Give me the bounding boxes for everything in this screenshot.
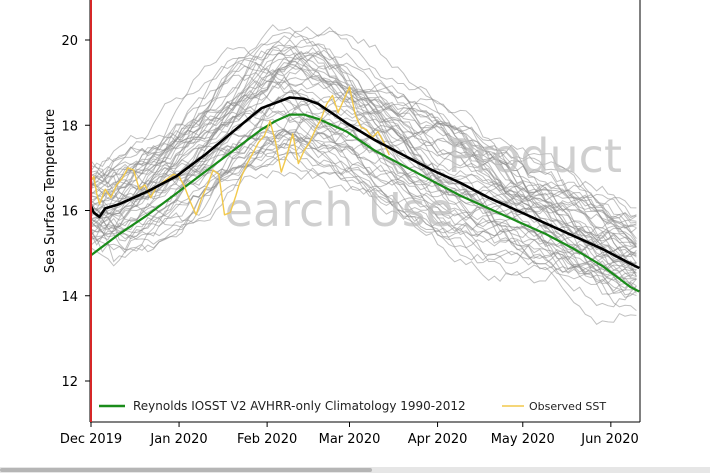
data-series: [89, 86, 640, 293]
ensemble-year-line: [90, 128, 637, 283]
y-axis-title: Sea Surface Temperature: [43, 109, 58, 273]
legend: Reynolds IOSST V2 AVHRR-only Climatology…: [99, 399, 606, 413]
watermark-line-1: Product: [447, 129, 622, 183]
x-tick-label: Mar 2020: [319, 432, 381, 447]
ensemble-year-line: [90, 44, 637, 224]
ensemble-year-line: [90, 164, 637, 294]
ensemble-year-line: [90, 58, 637, 260]
watermark: Product earch Use: [225, 129, 622, 237]
x-axis: Dec 2019 Jan 2020 Feb 2020 Mar 2020 Apr 2020…: [60, 422, 639, 447]
ensemble-year-line: [90, 65, 637, 241]
ensemble-year-line: [90, 61, 637, 265]
ensemble-year-line: [90, 52, 637, 229]
y-axis: 12 14 16 18 20: [61, 34, 90, 390]
ensemble-year-line: [90, 113, 637, 308]
ensemble-year-line: [90, 147, 637, 311]
y-tick-label: 20: [61, 34, 78, 49]
ensemble-year-line: [90, 50, 637, 248]
ensemble-year-line: [90, 132, 637, 292]
x-tick-label: May 2020: [491, 432, 555, 447]
ensemble-year-line: [90, 97, 637, 268]
ensemble-year-line: [90, 96, 637, 277]
x-tick-label: Feb 2020: [237, 432, 297, 447]
scrollbar-thumb[interactable]: [0, 468, 372, 472]
x-tick-label: Jan 2020: [149, 432, 207, 447]
watermark-line-2: earch Use: [225, 183, 454, 237]
climatology-series-line: [90, 113, 640, 293]
x-tick-label: Apr 2020: [408, 432, 468, 447]
horizontal-scrollbar[interactable]: [0, 467, 710, 473]
ensemble-year-line: [90, 62, 637, 222]
x-tick-label: Dec 2019: [60, 432, 122, 447]
ensemble-year-line: [90, 26, 637, 229]
y-tick-label: 16: [61, 205, 78, 220]
legend-label-climatology: Reynolds IOSST V2 AVHRR-only Climatology…: [133, 399, 466, 413]
y-tick-label: 14: [61, 290, 78, 305]
y-tick-label: 12: [61, 375, 78, 390]
y-tick-label: 18: [61, 119, 78, 134]
x-tick-label: Jun 2020: [580, 432, 639, 447]
legend-label-observed: Observed SST: [529, 400, 606, 413]
ensemble-year-line: [90, 143, 637, 290]
mean-series-line: [89, 96, 640, 270]
observed-sst-series-line: [90, 86, 390, 216]
ensemble-year-line: [90, 142, 637, 284]
ensemble-year-line: [90, 128, 637, 281]
ensemble-year-line: [90, 109, 637, 258]
ensemble-year-line: [90, 130, 637, 265]
ensemble-year-line: [90, 46, 637, 244]
